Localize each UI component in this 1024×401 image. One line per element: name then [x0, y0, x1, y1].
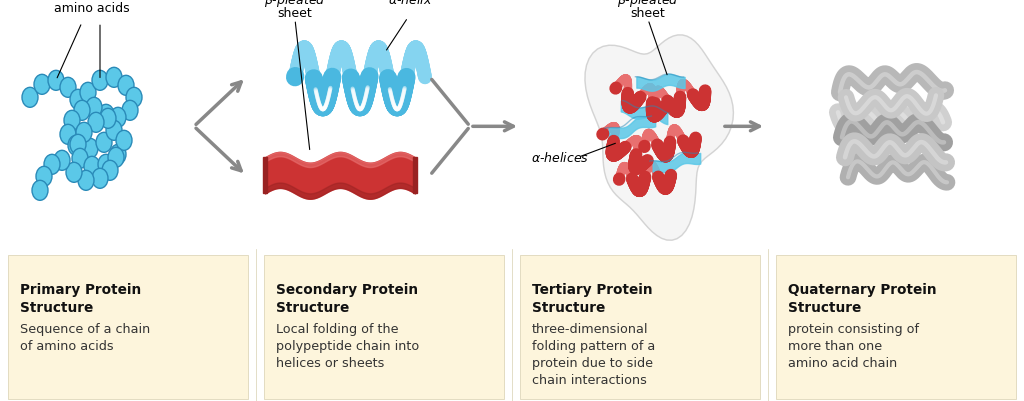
Ellipse shape	[54, 150, 70, 170]
Bar	[413, 157, 417, 193]
Ellipse shape	[92, 70, 108, 90]
Text: Tertiary Protein
Structure: Tertiary Protein Structure	[532, 283, 652, 314]
Ellipse shape	[66, 162, 82, 182]
Ellipse shape	[92, 168, 108, 188]
FancyBboxPatch shape	[8, 255, 248, 399]
Ellipse shape	[76, 122, 92, 142]
Text: Secondary Protein
Structure: Secondary Protein Structure	[276, 283, 418, 314]
FancyBboxPatch shape	[264, 255, 504, 399]
Ellipse shape	[96, 132, 112, 152]
Text: sheet: sheet	[631, 7, 666, 20]
Ellipse shape	[78, 170, 94, 190]
Ellipse shape	[106, 120, 122, 140]
Ellipse shape	[88, 112, 104, 132]
Text: three-dimensional
folding pattern of a
protein due to side
chain interactions: three-dimensional folding pattern of a p…	[532, 323, 655, 387]
Ellipse shape	[118, 75, 134, 95]
Ellipse shape	[70, 89, 86, 109]
Text: Primary Protein
Structure: Primary Protein Structure	[20, 283, 141, 314]
Ellipse shape	[106, 67, 122, 87]
Text: Sequence of a chain
of amino acids: Sequence of a chain of amino acids	[20, 323, 151, 353]
Ellipse shape	[110, 107, 126, 127]
Text: sheet: sheet	[278, 7, 312, 20]
Bar	[263, 157, 267, 193]
Ellipse shape	[98, 154, 114, 174]
Ellipse shape	[22, 87, 38, 107]
Ellipse shape	[122, 100, 138, 120]
Ellipse shape	[74, 100, 90, 120]
Text: $\alpha$-helices: $\alpha$-helices	[530, 151, 589, 165]
Ellipse shape	[110, 144, 126, 164]
Text: $\beta$-pleated: $\beta$-pleated	[264, 0, 326, 9]
Ellipse shape	[86, 97, 102, 117]
Ellipse shape	[60, 124, 76, 144]
Ellipse shape	[100, 108, 116, 128]
Ellipse shape	[48, 70, 63, 90]
Ellipse shape	[84, 156, 100, 176]
Ellipse shape	[82, 138, 98, 158]
Ellipse shape	[63, 110, 80, 130]
Polygon shape	[585, 35, 733, 240]
Text: $\alpha$-helix: $\alpha$-helix	[388, 0, 432, 7]
Ellipse shape	[108, 147, 124, 167]
Ellipse shape	[72, 148, 88, 168]
FancyBboxPatch shape	[776, 255, 1016, 399]
Ellipse shape	[70, 134, 86, 154]
Ellipse shape	[34, 74, 50, 94]
Text: Quaternary Protein
Structure: Quaternary Protein Structure	[788, 283, 937, 314]
Ellipse shape	[116, 130, 132, 150]
Text: $\beta$-pleated: $\beta$-pleated	[617, 0, 679, 9]
FancyBboxPatch shape	[520, 255, 760, 399]
Ellipse shape	[36, 166, 52, 186]
Text: amino acids: amino acids	[54, 2, 130, 15]
Ellipse shape	[68, 135, 84, 155]
Text: Local folding of the
polypeptide chain into
helices or sheets: Local folding of the polypeptide chain i…	[276, 323, 419, 370]
Ellipse shape	[44, 154, 60, 174]
Text: protein consisting of
more than one
amino acid chain: protein consisting of more than one amin…	[788, 323, 919, 370]
Ellipse shape	[98, 104, 114, 124]
Ellipse shape	[60, 77, 76, 97]
Ellipse shape	[80, 82, 96, 102]
Ellipse shape	[126, 87, 142, 107]
Ellipse shape	[32, 180, 48, 200]
Ellipse shape	[102, 160, 118, 180]
